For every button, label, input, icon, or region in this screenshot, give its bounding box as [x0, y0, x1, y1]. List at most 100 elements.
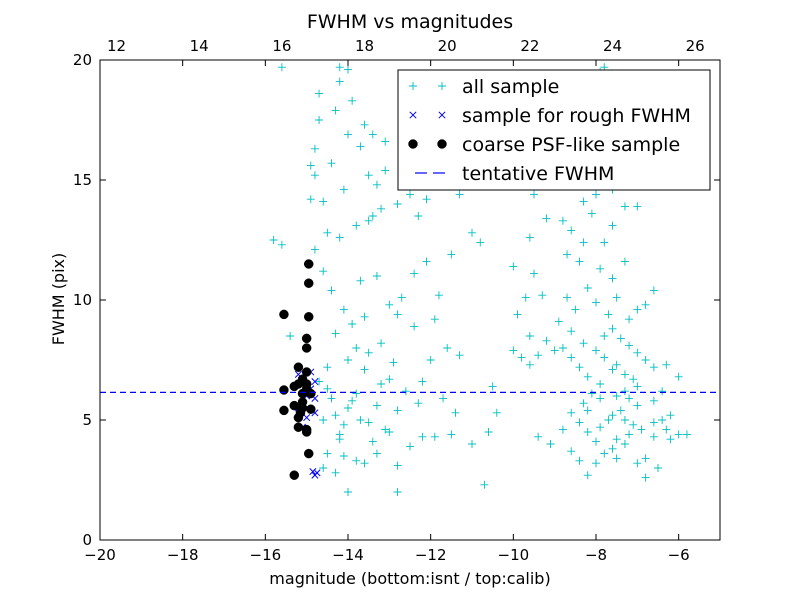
all-sample-point — [468, 440, 476, 448]
all-sample-point — [385, 375, 394, 384]
all-sample-point — [348, 396, 357, 405]
all-sample-point — [410, 269, 419, 278]
all-sample-point — [393, 406, 402, 415]
all-sample-point — [455, 190, 464, 199]
all-sample-point — [575, 257, 584, 266]
all-sample-point — [612, 293, 621, 302]
all-sample-point — [364, 171, 373, 180]
all-sample-point — [649, 396, 658, 405]
all-sample-point — [385, 300, 394, 309]
all-sample-point — [637, 425, 646, 434]
all-sample-point — [592, 459, 600, 468]
all-sample-point — [319, 197, 328, 206]
all-sample-point — [633, 382, 642, 391]
all-sample-point — [563, 293, 572, 302]
all-sample-point — [364, 216, 373, 225]
all-sample-point — [480, 480, 489, 489]
all-sample-point — [600, 238, 609, 247]
x-tick-label: −18 — [167, 546, 199, 564]
x-tick-label: −20 — [84, 546, 116, 564]
psf-like-point — [279, 309, 289, 320]
all-sample-point — [319, 267, 328, 276]
all-sample-point — [339, 305, 348, 314]
all-sample-point — [571, 305, 580, 314]
all-sample-point — [604, 416, 613, 424]
all-sample-point — [277, 63, 286, 72]
all-sample-point — [327, 286, 336, 295]
all-sample-point — [381, 137, 390, 146]
all-sample-point — [509, 262, 518, 271]
all-sample-point — [616, 334, 625, 343]
all-sample-point — [364, 418, 373, 427]
all-sample-point — [649, 286, 658, 295]
all-sample-point — [344, 488, 352, 496]
series-circle — [279, 259, 316, 480]
all-sample-point — [439, 394, 448, 403]
all-sample-point — [558, 425, 567, 434]
all-sample-point — [418, 377, 427, 386]
all-sample-point — [575, 456, 584, 465]
all-sample-point — [352, 456, 361, 465]
all-sample-point — [414, 212, 423, 220]
all-sample-point — [426, 356, 435, 364]
all-sample-point — [579, 238, 588, 247]
all-sample-point — [612, 392, 621, 400]
all-sample-point — [633, 459, 642, 468]
all-sample-point — [430, 432, 439, 441]
legend-entry: sample for rough FWHM — [409, 105, 691, 127]
all-sample-point — [331, 411, 340, 420]
all-sample-point — [620, 387, 629, 396]
all-sample-point — [372, 272, 381, 280]
all-sample-point — [604, 310, 613, 319]
legend-entry: all sample — [409, 76, 559, 98]
all-sample-point — [368, 212, 377, 220]
all-sample-point — [447, 430, 456, 439]
all-sample-point — [558, 344, 567, 352]
rough-fwhm-point — [309, 468, 317, 476]
rough-fwhm-point — [311, 378, 319, 386]
all-sample-point — [422, 257, 431, 266]
psf-like-point — [303, 448, 314, 459]
all-sample-point — [596, 380, 605, 388]
all-sample-point — [658, 387, 667, 396]
all-sample-point — [579, 339, 588, 348]
all-sample-point — [406, 190, 414, 199]
all-sample-point — [649, 418, 658, 427]
x-tick-label: −8 — [585, 546, 607, 564]
all-sample-point — [484, 428, 493, 436]
y-tick-label: 10 — [73, 291, 92, 309]
top-x-tick-label: 20 — [438, 37, 457, 55]
all-sample-point — [658, 416, 667, 424]
all-sample-point — [339, 420, 348, 429]
all-sample-point — [352, 389, 361, 398]
all-sample-point — [447, 250, 456, 259]
all-sample-point — [620, 257, 629, 266]
legend-entry: coarse PSF-like sample — [408, 134, 680, 156]
legend-marker — [409, 111, 417, 119]
all-sample-point — [666, 435, 675, 444]
all-sample-point — [583, 428, 592, 436]
all-sample-point — [323, 228, 332, 237]
psf-like-point — [289, 381, 300, 392]
all-sample-point — [331, 468, 340, 477]
all-sample-point — [534, 432, 543, 441]
all-sample-point — [406, 442, 414, 451]
all-sample-point — [393, 461, 402, 470]
all-sample-point — [381, 425, 390, 434]
all-sample-point — [625, 394, 634, 403]
all-sample-point — [348, 96, 357, 105]
all-sample-point — [348, 320, 357, 328]
all-sample-point — [352, 344, 361, 352]
all-sample-point — [335, 435, 344, 444]
all-sample-point — [492, 408, 501, 417]
psf-like-point — [279, 405, 289, 416]
all-sample-point — [443, 344, 452, 352]
all-sample-point — [587, 389, 596, 398]
all-sample-point — [525, 332, 534, 340]
all-sample-point — [583, 372, 592, 381]
legend-label: coarse PSF-like sample — [462, 134, 680, 156]
all-sample-point — [641, 300, 650, 309]
all-sample-point — [608, 274, 617, 283]
all-sample-point — [633, 202, 642, 211]
